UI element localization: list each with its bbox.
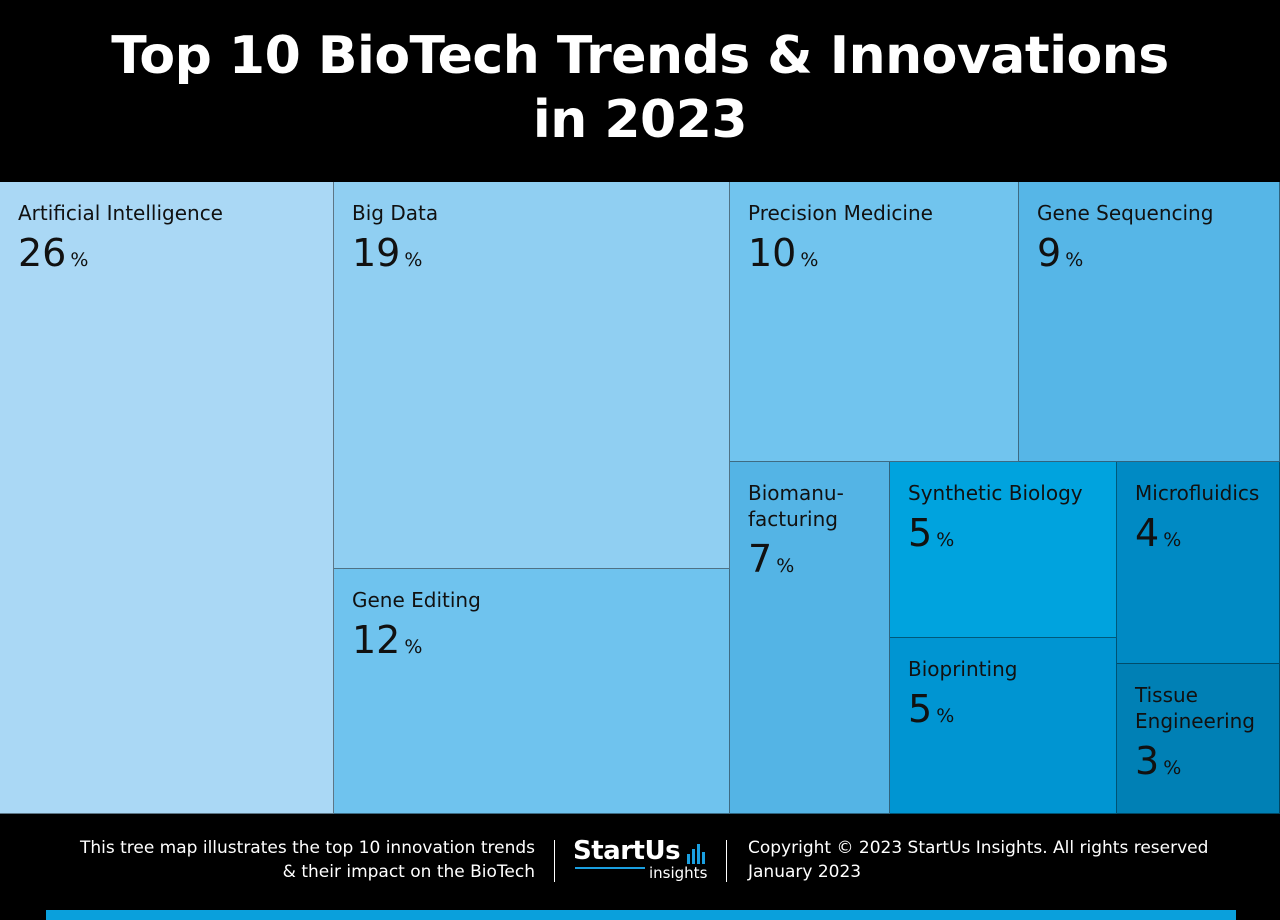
trend-name: Gene Editing <box>352 588 481 612</box>
tile-label: Microfluidics 4% <box>1135 480 1259 563</box>
tile-label: Big Data 19% <box>352 200 438 283</box>
tile-artificial-intelligence: Artificial Intelligence 26% <box>0 182 334 814</box>
bar-chart-icon <box>687 842 707 864</box>
footer-divider-left <box>554 840 555 882</box>
description-line-1: This tree map illustrates the top 10 inn… <box>79 838 535 858</box>
bottom-accent-bar <box>46 910 1236 920</box>
tile-gene-sequencing: Gene Sequencing 9% <box>1019 182 1280 462</box>
tile-label: Artificial Intelligence 26% <box>18 200 223 283</box>
description-line-2: & their impact on the BioTech <box>282 862 535 882</box>
tile-label: Synthetic Biology 5% <box>908 480 1083 563</box>
tile-label: Precision Medicine 10% <box>748 200 933 283</box>
trend-value: 5% <box>908 687 955 731</box>
tile-bioprinting: Bioprinting 5% <box>890 638 1117 814</box>
trend-value: 9% <box>1037 231 1084 275</box>
trend-name: Precision Medicine <box>748 201 933 225</box>
trend-value: 10% <box>748 231 819 275</box>
logo-subtext: insights <box>649 864 708 882</box>
title-line-2: in 2023 <box>532 90 748 150</box>
trend-value: 26% <box>18 231 89 275</box>
tile-precision-medicine: Precision Medicine 10% <box>730 182 1019 462</box>
trend-name: Big Data <box>352 201 439 225</box>
footer-copyright: Copyright © 2023 StartUs Insights. All r… <box>748 836 1208 884</box>
tile-label: Biomanu- facturing 7% <box>748 480 844 589</box>
tile-microfluidics: Microfluidics 4% <box>1117 462 1280 664</box>
logo-wordmark: StartUs <box>573 836 681 866</box>
tile-gene-editing: Gene Editing 12% <box>334 569 730 814</box>
footer: This tree map illustrates the top 10 inn… <box>0 814 1280 920</box>
trend-name: Microfluidics <box>1135 481 1260 505</box>
trend-value: 3% <box>1135 739 1182 783</box>
tile-tissue-engineering: Tissue Engineering 3% <box>1117 664 1280 814</box>
startus-logo: StartUs insights <box>573 836 713 886</box>
date-line: January 2023 <box>748 862 862 882</box>
trend-name: Gene Sequencing <box>1037 201 1214 225</box>
page-title: Top 10 BioTech Trends & Innovations in 2… <box>111 24 1169 152</box>
trend-name: Biomanu- facturing <box>748 481 844 531</box>
trend-value: 19% <box>352 231 423 275</box>
treemap-chart: Artificial Intelligence 26% Big Data 19% Gen… <box>0 182 1280 814</box>
title-line-1: Top 10 BioTech Trends & Innovations <box>111 26 1169 86</box>
trend-name: Synthetic Biology <box>908 481 1083 505</box>
trend-value: 4% <box>1135 511 1182 555</box>
tile-big-data: Big Data 19% <box>334 182 730 569</box>
logo-underline <box>575 867 645 869</box>
trend-value: 7% <box>748 537 795 581</box>
footer-divider-right <box>726 840 727 882</box>
copyright-line: Copyright © 2023 StartUs Insights. All r… <box>748 838 1209 858</box>
footer-description: This tree map illustrates the top 10 inn… <box>15 836 535 884</box>
tile-label: Tissue Engineering 3% <box>1135 682 1255 791</box>
trend-name: Tissue Engineering <box>1135 683 1255 733</box>
trend-name: Bioprinting <box>908 657 1018 681</box>
tile-biomanu-facturing: Biomanu- facturing 7% <box>730 462 890 814</box>
trend-value: 5% <box>908 511 955 555</box>
tile-label: Gene Sequencing 9% <box>1037 200 1213 283</box>
tile-synthetic-biology: Synthetic Biology 5% <box>890 462 1117 638</box>
tile-label: Bioprinting 5% <box>908 656 1017 739</box>
trend-name: Artificial Intelligence <box>18 201 223 225</box>
header: Top 10 BioTech Trends & Innovations in 2… <box>0 0 1280 182</box>
trend-value: 12% <box>352 618 423 662</box>
tile-label: Gene Editing 12% <box>352 587 481 670</box>
